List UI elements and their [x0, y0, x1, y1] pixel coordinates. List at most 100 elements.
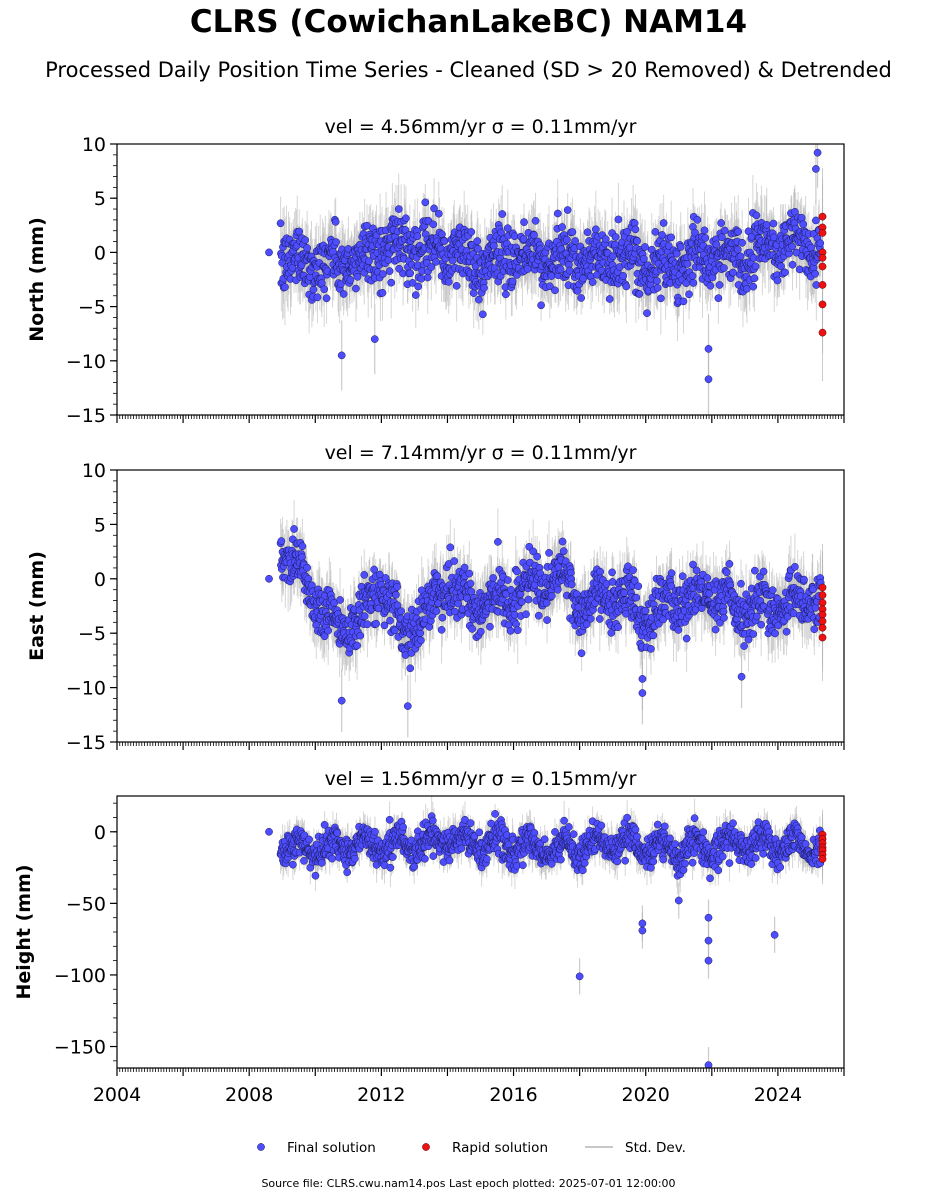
final-solution-point: [658, 231, 666, 239]
data-layer: [265, 500, 827, 738]
final-solution-point: [714, 294, 723, 303]
final-solution-point: [781, 268, 789, 277]
final-solution-point: [643, 309, 651, 318]
final-solution-point: [384, 256, 393, 264]
final-solution-point: [380, 621, 389, 630]
final-solution-point: [635, 290, 644, 298]
final-solution-point: [365, 257, 373, 265]
final-solution-point: [331, 218, 340, 226]
final-solution-point: [729, 268, 737, 277]
final-solution-point: [720, 264, 728, 272]
final-solution-point: [322, 294, 331, 303]
final-solution-point: [336, 596, 344, 604]
final-solution-point: [290, 525, 298, 533]
chart-title: CLRS (CowichanLakeBC) NAM14: [189, 4, 748, 40]
final-solution-point: [571, 237, 580, 245]
final-solution-point: [751, 262, 760, 271]
final-solution-point: [691, 228, 699, 237]
final-solution-point: [556, 265, 565, 274]
final-solution-point: [432, 257, 440, 266]
final-solution-point: [498, 210, 507, 218]
final-solution-point: [734, 227, 743, 236]
final-solution-point: [583, 228, 592, 237]
final-solution-point: [429, 220, 438, 229]
final-solution-point: [558, 223, 566, 231]
final-solution-point: [320, 285, 329, 294]
final-solution-point: [427, 263, 436, 271]
final-solution-point: [601, 235, 610, 243]
final-solution-point: [466, 579, 475, 588]
final-solution-point: [353, 272, 362, 281]
final-solution-point: [465, 569, 474, 578]
final-solution-point: [372, 619, 380, 628]
final-solution-point: [346, 276, 355, 284]
final-solution-point: [468, 625, 476, 633]
final-solution-point: [639, 255, 648, 263]
rapid-solution-points: [818, 212, 827, 337]
y-tick-label: −5: [78, 297, 106, 319]
final-solution-point: [788, 242, 796, 251]
final-solution-point: [718, 233, 726, 242]
final-solution-point: [752, 211, 761, 220]
final-solution-point: [320, 632, 329, 641]
final-solution-point: [683, 260, 692, 268]
final-solution-point: [531, 216, 540, 225]
final-solution-point: [440, 237, 449, 245]
rapid-solution-point: [818, 328, 827, 337]
final-solution-point: [486, 622, 494, 631]
final-solution-point: [738, 238, 747, 247]
final-solution-point: [281, 283, 289, 292]
final-solution-point: [777, 262, 785, 271]
final-solution-point: [664, 242, 673, 250]
final-solution-point: [530, 231, 538, 239]
final-solution-point: [659, 219, 668, 227]
y-tick-label: −10: [66, 351, 106, 373]
final-solution-point: [553, 209, 562, 218]
rapid-solution-point: [818, 253, 827, 262]
final-solution-point: [568, 228, 577, 236]
final-solution-point: [519, 235, 528, 243]
final-solution-point: [397, 607, 405, 616]
final-solution-point: [413, 232, 422, 241]
final-solution-point: [309, 285, 318, 294]
final-solution-point: [370, 565, 379, 574]
final-solution-point: [537, 301, 545, 310]
final-outlier-point: [812, 165, 820, 173]
final-solution-points: [265, 525, 825, 710]
final-solution-point: [356, 631, 365, 640]
final-solution-point: [467, 228, 476, 236]
rapid-solution-point: [818, 300, 827, 309]
final-solution-point: [653, 277, 661, 285]
final-solution-point: [641, 243, 649, 251]
final-solution-point: [520, 218, 528, 227]
final-solution-points: [265, 148, 825, 384]
final-solution-point: [812, 216, 820, 225]
final-solution-point: [385, 267, 394, 275]
final-solution-point: [614, 215, 623, 224]
final-solution-point: [276, 219, 285, 228]
final-solution-point: [591, 225, 600, 234]
final-solution-point: [545, 282, 554, 291]
final-solution-point: [437, 625, 446, 634]
final-solution-point: [353, 641, 361, 650]
final-solution-point: [816, 239, 825, 248]
final-solution-point: [701, 234, 710, 242]
final-outlier-point: [370, 335, 379, 343]
final-solution-point: [452, 281, 461, 290]
final-solution-point: [448, 256, 457, 265]
final-solution-point: [706, 281, 715, 290]
rapid-solution-point: [818, 212, 827, 221]
final-solution-point: [750, 274, 759, 283]
final-solution-point: [497, 228, 505, 237]
final-solution-point: [547, 272, 556, 280]
final-solution-point: [631, 225, 640, 234]
final-solution-point: [446, 543, 455, 552]
final-solution-point: [651, 228, 660, 236]
panel-north: vel = 4.56mm/yr σ = 0.11mm/yr North (mm) 1…: [26, 116, 845, 427]
final-solution-point: [332, 238, 340, 246]
final-solution-point: [688, 272, 697, 280]
final-solution-point: [749, 282, 758, 291]
final-solution-point: [313, 293, 322, 302]
final-solution-point: [700, 226, 709, 235]
